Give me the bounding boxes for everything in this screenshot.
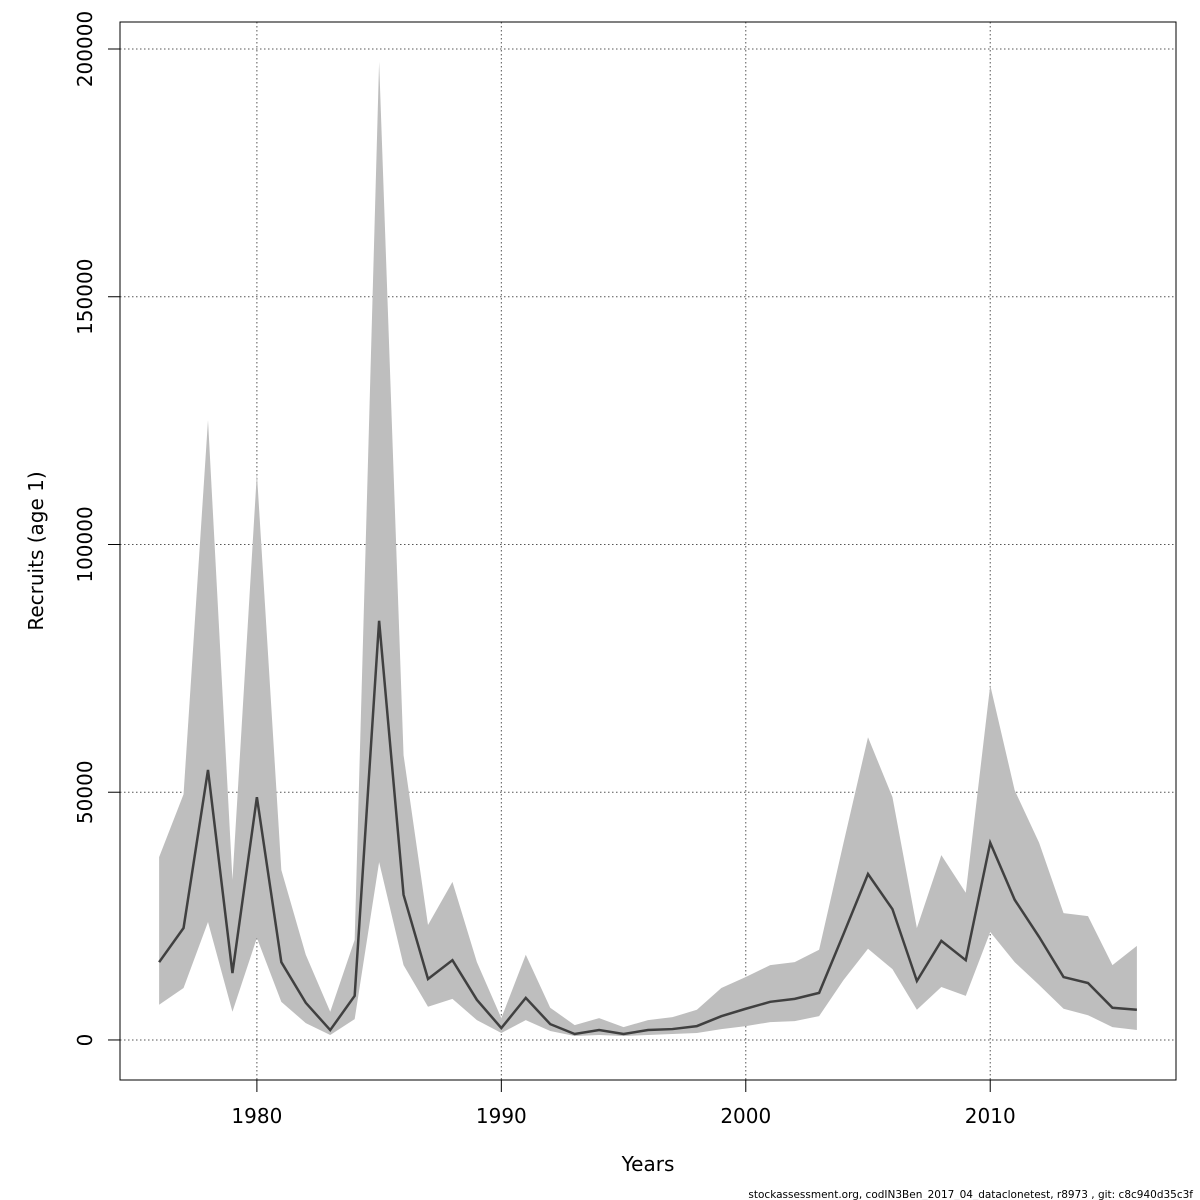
x-axis-label: Years bbox=[621, 1152, 675, 1176]
y-tick-label: 0 bbox=[73, 1034, 97, 1047]
median-line bbox=[158, 620, 1137, 1036]
confidence-band bbox=[159, 61, 1137, 1037]
x-tick-label: 1980 bbox=[231, 1104, 282, 1128]
y-tick-label: 150000 bbox=[73, 259, 97, 335]
plot-frame bbox=[119, 21, 1177, 1081]
y-tick-label: 100000 bbox=[73, 506, 97, 582]
footer: stockassessment.org, codIN3Ben_2017_04_d… bbox=[748, 1189, 1193, 1200]
x-tick-label: 2000 bbox=[720, 1104, 771, 1128]
y-axis-label: Recruits (age 1) bbox=[24, 471, 48, 630]
x-tick-label: 1990 bbox=[476, 1104, 527, 1128]
y-tick-label: 200000 bbox=[73, 11, 97, 87]
y-tick-label: 50000 bbox=[73, 760, 97, 824]
x-tick-label: 2010 bbox=[965, 1104, 1016, 1128]
